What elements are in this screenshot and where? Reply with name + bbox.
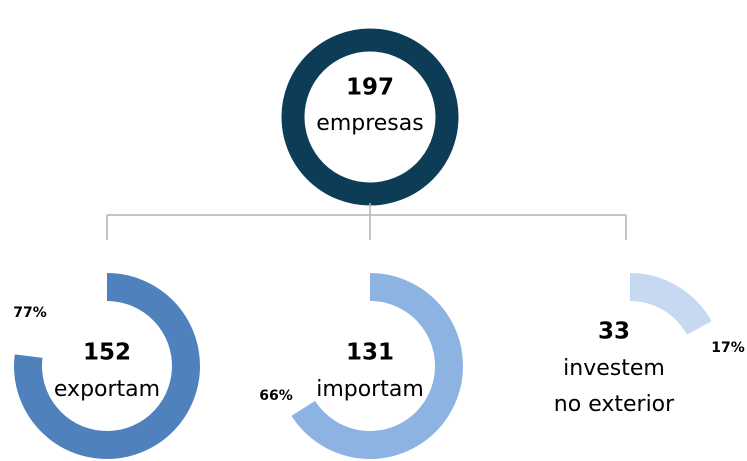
item-value: 131 (346, 340, 394, 366)
donut-arc (13, 273, 200, 460)
total-label: empresas (316, 111, 423, 136)
item-label: exportam (54, 377, 160, 402)
total-value: 197 (346, 75, 394, 101)
total-ring (281, 28, 459, 206)
item-label: importam (316, 377, 424, 402)
item-value: 152 (83, 340, 131, 366)
item-label: no exterior (554, 392, 675, 417)
percent-label: 17% (711, 340, 745, 356)
percent-label: 77% (13, 305, 47, 321)
item-value: 33 (598, 319, 630, 345)
item-label: investem (563, 356, 665, 381)
donut-arc (630, 273, 712, 335)
donut-arc (291, 273, 464, 460)
percent-label: 66% (259, 388, 293, 404)
